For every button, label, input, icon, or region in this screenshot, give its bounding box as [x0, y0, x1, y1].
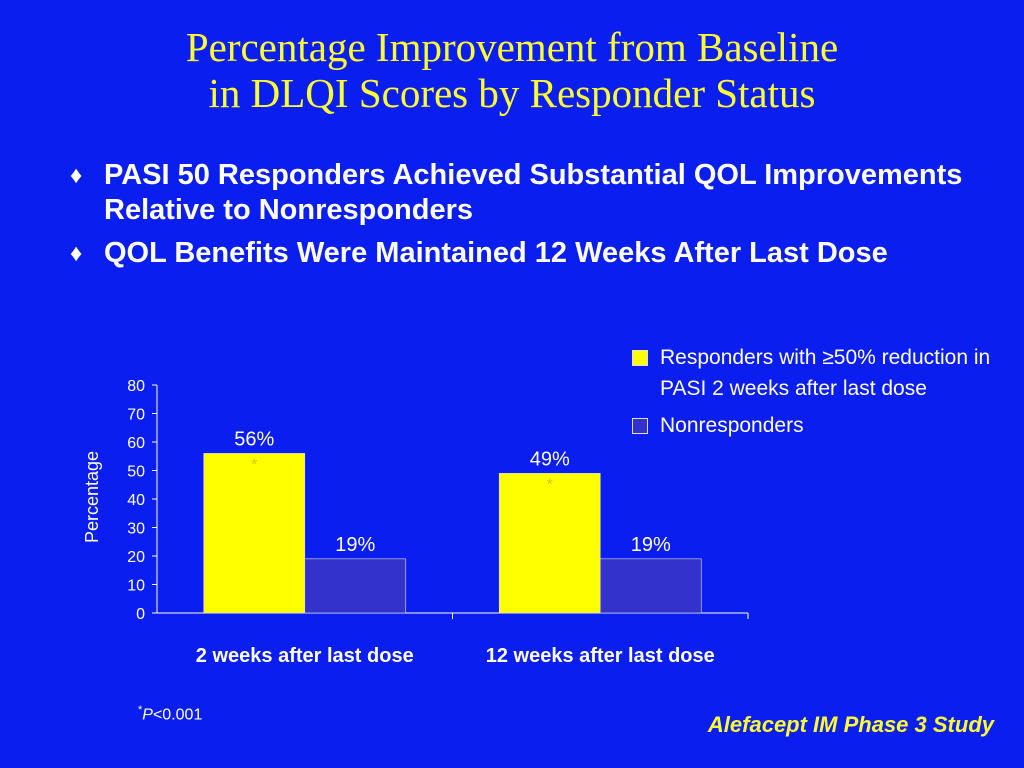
footnote: *P<0.001 — [138, 704, 202, 724]
footnote-p: P — [142, 706, 153, 724]
bar-responders — [203, 453, 306, 614]
legend-item-responders: Responders with ≥50% reduction in PASI 2… — [632, 342, 1012, 404]
bullet-text: QOL Benefits Were Maintained 12 Weeks Af… — [104, 237, 888, 269]
bar-nonresponders — [304, 558, 407, 614]
legend-label-responders: Responders with ≥50% reduction in PASI 2… — [660, 346, 991, 400]
footnote-star: * — [138, 704, 143, 716]
x-category-label: 2 weeks after last dose — [196, 645, 414, 667]
diamond-bullet-icon: ♦ — [70, 162, 83, 189]
bullet-item: ♦ QOL Benefits Were Maintained 12 Weeks … — [70, 236, 1010, 271]
legend-label-nonresponders: Nonresponders — [660, 414, 804, 437]
bar-value-label: 19% — [335, 534, 375, 556]
y-tick-label: 60 — [127, 435, 145, 452]
y-tick-label: 80 — [127, 378, 145, 395]
x-category-label: 12 weeks after last dose — [486, 645, 715, 667]
bar-nonresponders — [599, 558, 702, 614]
title-line-1: Percentage Improvement from Baseline — [185, 24, 839, 70]
slide-title: Percentage Improvement from Baseline in … — [0, 24, 1024, 116]
chart-legend: Responders with ≥50% reduction in PASI 2… — [632, 342, 1012, 441]
bar-value-label: 56% — [234, 428, 274, 450]
bar-responders — [498, 473, 601, 614]
legend-swatch-responders — [632, 350, 648, 366]
y-tick-label: 0 — [136, 606, 145, 623]
footnote-value: <0.001 — [152, 706, 203, 724]
y-tick-label: 10 — [127, 578, 145, 595]
bullet-item: ♦ PASI 50 Responders Achieved Substantia… — [70, 158, 1010, 228]
significance-marker: * — [547, 476, 553, 493]
y-axis-label: Percentage — [82, 451, 102, 543]
y-tick-label: 70 — [127, 407, 145, 424]
bullet-list: ♦ PASI 50 Responders Achieved Substantia… — [70, 158, 1010, 279]
legend-swatch-nonresponders — [632, 418, 648, 434]
significance-marker: * — [251, 456, 257, 473]
diamond-bullet-icon: ♦ — [70, 240, 83, 267]
title-line-2: in DLQI Scores by Responder Status — [208, 70, 816, 116]
y-tick-label: 20 — [127, 549, 145, 566]
y-tick-label: 50 — [127, 464, 145, 481]
source-label: Alefacept IM Phase 3 Study — [707, 712, 994, 737]
bar-value-label: 49% — [530, 448, 570, 470]
legend-item-nonresponders: Nonresponders — [632, 410, 1012, 441]
y-tick-label: 40 — [127, 492, 145, 509]
bar-value-label: 19% — [631, 534, 671, 556]
y-tick-label: 30 — [127, 521, 145, 538]
bullet-text: PASI 50 Responders Achieved Substantial … — [104, 159, 963, 226]
